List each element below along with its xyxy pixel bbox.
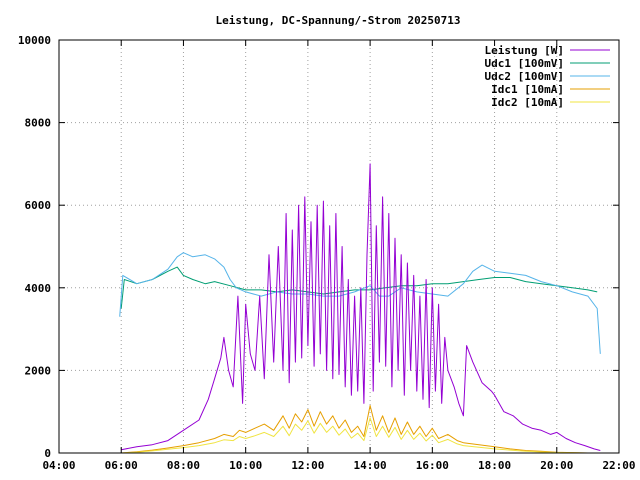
legend-label: Udc2 [100mV] [485, 70, 564, 83]
series-line-leistung [121, 163, 601, 451]
y-tick-label: 6000 [25, 199, 52, 212]
y-tick-label: 2000 [25, 364, 52, 377]
series-line-udc2 [119, 252, 601, 354]
y-tick-label: 10000 [18, 34, 51, 47]
x-tick-label: 08:00 [167, 459, 200, 472]
plot-frame [58, 39, 620, 454]
legend: Leistung [W]Udc1 [100mV]Udc2 [100mV]Idc1… [485, 44, 610, 109]
legend-label: Idc1 [10mA] [491, 83, 564, 96]
y-tick-label: 4000 [25, 282, 52, 295]
chart-title: Leistung, DC-Spannung/-Strom 20250713 [215, 14, 460, 27]
series-line-udc1 [120, 266, 598, 309]
x-tick-label: 10:00 [229, 459, 262, 472]
legend-label: Leistung [W] [485, 44, 564, 57]
legend-label: Udc1 [100mV] [485, 57, 564, 70]
x-tick-label: 04:00 [42, 459, 75, 472]
x-tick-label: 14:00 [354, 459, 387, 472]
series-line-idc1 [121, 405, 588, 454]
x-tick-label: 18:00 [478, 459, 511, 472]
x-axis: 04:00 06:00 08:00 10:00 12:00 14:00 16:00 18:00… [42, 40, 636, 472]
x-tick-label: 06:00 [105, 459, 138, 472]
legend-label: Idc2 [10mA] [491, 96, 564, 109]
series-line-idc2 [121, 417, 588, 454]
x-tick-label: 12:00 [291, 459, 324, 472]
y-tick-label: 0 [44, 447, 51, 460]
x-tick-label: 16:00 [416, 459, 449, 472]
y-tick-label: 8000 [25, 117, 52, 130]
series-layer [119, 163, 601, 454]
y-axis: 0 2000 4000 6000 8000 10000 [18, 34, 619, 460]
x-tick-label: 20:00 [540, 459, 573, 472]
x-tick-label: 22:00 [602, 459, 635, 472]
